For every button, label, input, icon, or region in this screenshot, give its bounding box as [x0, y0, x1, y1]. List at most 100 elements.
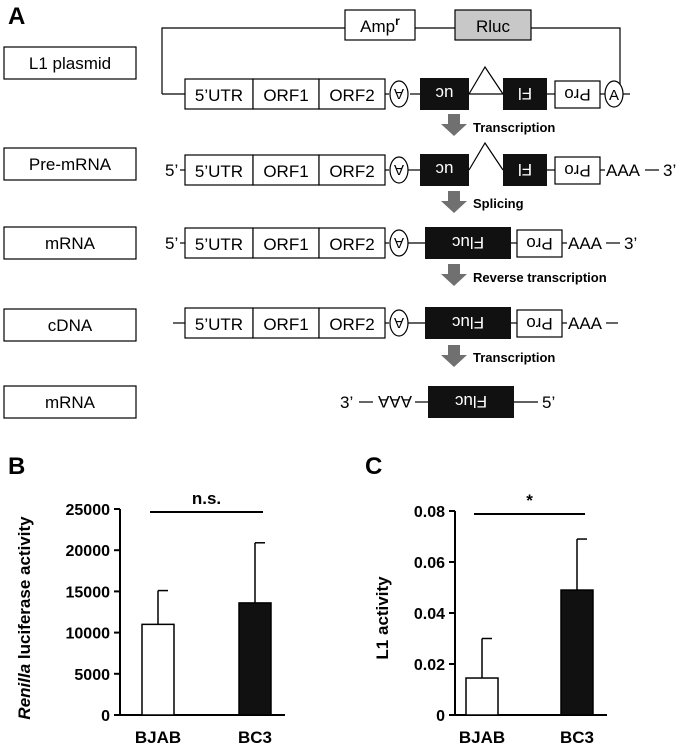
row-label: Pre-mRNA [29, 155, 112, 174]
orf2-label: ORF2 [329, 86, 374, 105]
arrow-icon [441, 114, 467, 136]
bar-bc3 [238, 602, 272, 716]
fl-box [503, 154, 547, 186]
row-mrna: mRNA 5’ 5’UTR ORF1 ORF2 A Fluc Pro AAA 3… [3, 226, 637, 260]
step-label: Transcription [473, 120, 555, 135]
utr-label: 5’UTR [195, 162, 243, 181]
utr-label: 5’UTR [195, 315, 243, 334]
category-label: BJAB [459, 728, 505, 745]
utr-label: 5’UTR [195, 235, 243, 254]
bar-bc3 [560, 589, 594, 716]
pro-box [554, 156, 601, 185]
three-prime: 3’ [624, 234, 637, 253]
intron [468, 65, 504, 95]
y-tick-label: 0.04 [414, 606, 445, 623]
bar-bjab [141, 623, 175, 716]
pro-label: Pro [564, 85, 590, 104]
fl-label: Fl [518, 84, 532, 103]
polya-tail: AAA [377, 392, 412, 411]
uc-box [420, 78, 469, 110]
y-tick-label: 10000 [66, 626, 111, 643]
polya-tail: AAA [568, 314, 603, 333]
y-tick-label: 0.02 [414, 657, 445, 674]
orf1-label: ORF1 [263, 315, 308, 334]
ampr-box [344, 9, 416, 41]
y-tick-label: 25000 [66, 502, 111, 519]
pro-box [554, 80, 601, 109]
row-label: cDNA [48, 316, 93, 335]
step-label: Transcription [473, 350, 555, 365]
category-label: BJAB [135, 728, 181, 745]
pro-label: Pro [526, 234, 552, 253]
step-label: Splicing [473, 196, 524, 211]
polya-letter: A [394, 314, 404, 331]
row-mrna-antisense: mRNA 3’ AAA Fluc 5’ [3, 385, 555, 419]
y-tick-label: 5000 [74, 667, 110, 684]
fluc-label: Fluc [451, 233, 484, 252]
orf1-label: ORF1 [263, 162, 308, 181]
five-prime: 5’ [165, 161, 178, 180]
rluc-label: Rluc [476, 17, 511, 36]
polya-letter-2: A [609, 87, 619, 104]
y-tick-label: 0.08 [414, 504, 445, 521]
panel-label-a: A [8, 3, 25, 30]
fl-label: Fl [518, 160, 532, 179]
significance-label: * [526, 491, 533, 510]
fluc-box [428, 386, 514, 418]
category-label: BC3 [560, 728, 594, 745]
five-prime: 5’ [542, 393, 555, 412]
arrow-icon [441, 191, 467, 213]
rluc-box [454, 9, 532, 41]
arrow-icon [441, 345, 467, 367]
y-tick-label: 20000 [66, 543, 111, 560]
uc-label: uc [435, 84, 453, 103]
polya-signal-2 [604, 80, 624, 108]
polya-tail: AAA [568, 234, 603, 253]
category-label: BC3 [238, 728, 272, 745]
orf1-label: ORF1 [263, 86, 308, 105]
uc-label: uc [435, 160, 453, 179]
panel-label-c: C [365, 453, 382, 480]
fluc-box [425, 307, 511, 339]
polya-letter: A [394, 161, 404, 178]
orf1-label: ORF1 [263, 235, 308, 254]
chart-renilla-luciferase: Renilla luciferase activity 0 5000 10000 15… [15, 489, 285, 745]
orf2-label: ORF2 [329, 235, 374, 254]
orf2-label: ORF2 [329, 315, 374, 334]
y-axis-label: L1 activity [373, 576, 392, 660]
fluc-box [425, 227, 511, 259]
three-prime: 3’ [340, 393, 353, 412]
y-tick-label: 15000 [66, 584, 111, 601]
polya-signal [389, 80, 409, 108]
utr-label: 5’UTR [195, 86, 243, 105]
pro-label: Pro [526, 314, 552, 333]
fluc-label: Fluc [451, 313, 484, 332]
pro-box [516, 229, 563, 258]
row-cdna: cDNA 5’UTR ORF1 ORF2 A Fluc Pro AAA [3, 307, 618, 342]
fluc-label: Fluc [454, 392, 487, 411]
y-tick-label: 0 [436, 708, 445, 725]
row-pre-mrna: Pre-mRNA 5’ 5’UTR ORF1 ORF2 A uc Fl Pro … [3, 141, 676, 186]
row-label: L1 plasmid [29, 54, 111, 73]
y-tick-label: 0.06 [414, 555, 445, 572]
polya-tail: AAA [606, 161, 641, 180]
row-label: mRNA [45, 234, 96, 253]
orf2-label: ORF2 [329, 162, 374, 181]
row-label: mRNA [45, 393, 96, 412]
panel-label-b: B [8, 453, 25, 480]
uc-box [420, 154, 469, 186]
intron [468, 141, 504, 171]
five-prime: 5’ [165, 234, 178, 253]
y-axis-label: Renilla luciferase activity [15, 516, 34, 720]
polya-letter: A [394, 85, 404, 102]
y-tick-label: 0 [101, 708, 110, 725]
fl-box [503, 78, 547, 110]
polya-letter: A [394, 234, 404, 251]
ampr-label: Ampr [360, 14, 400, 36]
three-prime: 3’ [663, 161, 676, 180]
chart-l1-activity: L1 activity 0 0.02 0.04 0.06 0.08 BJAB BC3 * [373, 491, 607, 745]
arrow-icon [441, 264, 467, 286]
bar-bjab [465, 677, 499, 716]
step-label: Reverse transcription [473, 270, 607, 285]
